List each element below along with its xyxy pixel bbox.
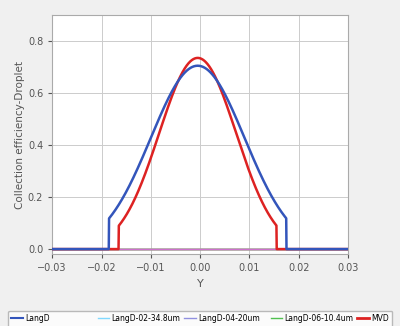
X-axis label: Y: Y (197, 279, 204, 289)
Legend: LangD, LangD-01-44.4um, LangD-02-34.8um, LangD-03-27.4um, LangD-04-20um, LangD-0: LangD, LangD-01-44.4um, LangD-02-34.8um,… (8, 311, 392, 326)
Y-axis label: Collection efficiency-Droplet: Collection efficiency-Droplet (15, 61, 25, 209)
